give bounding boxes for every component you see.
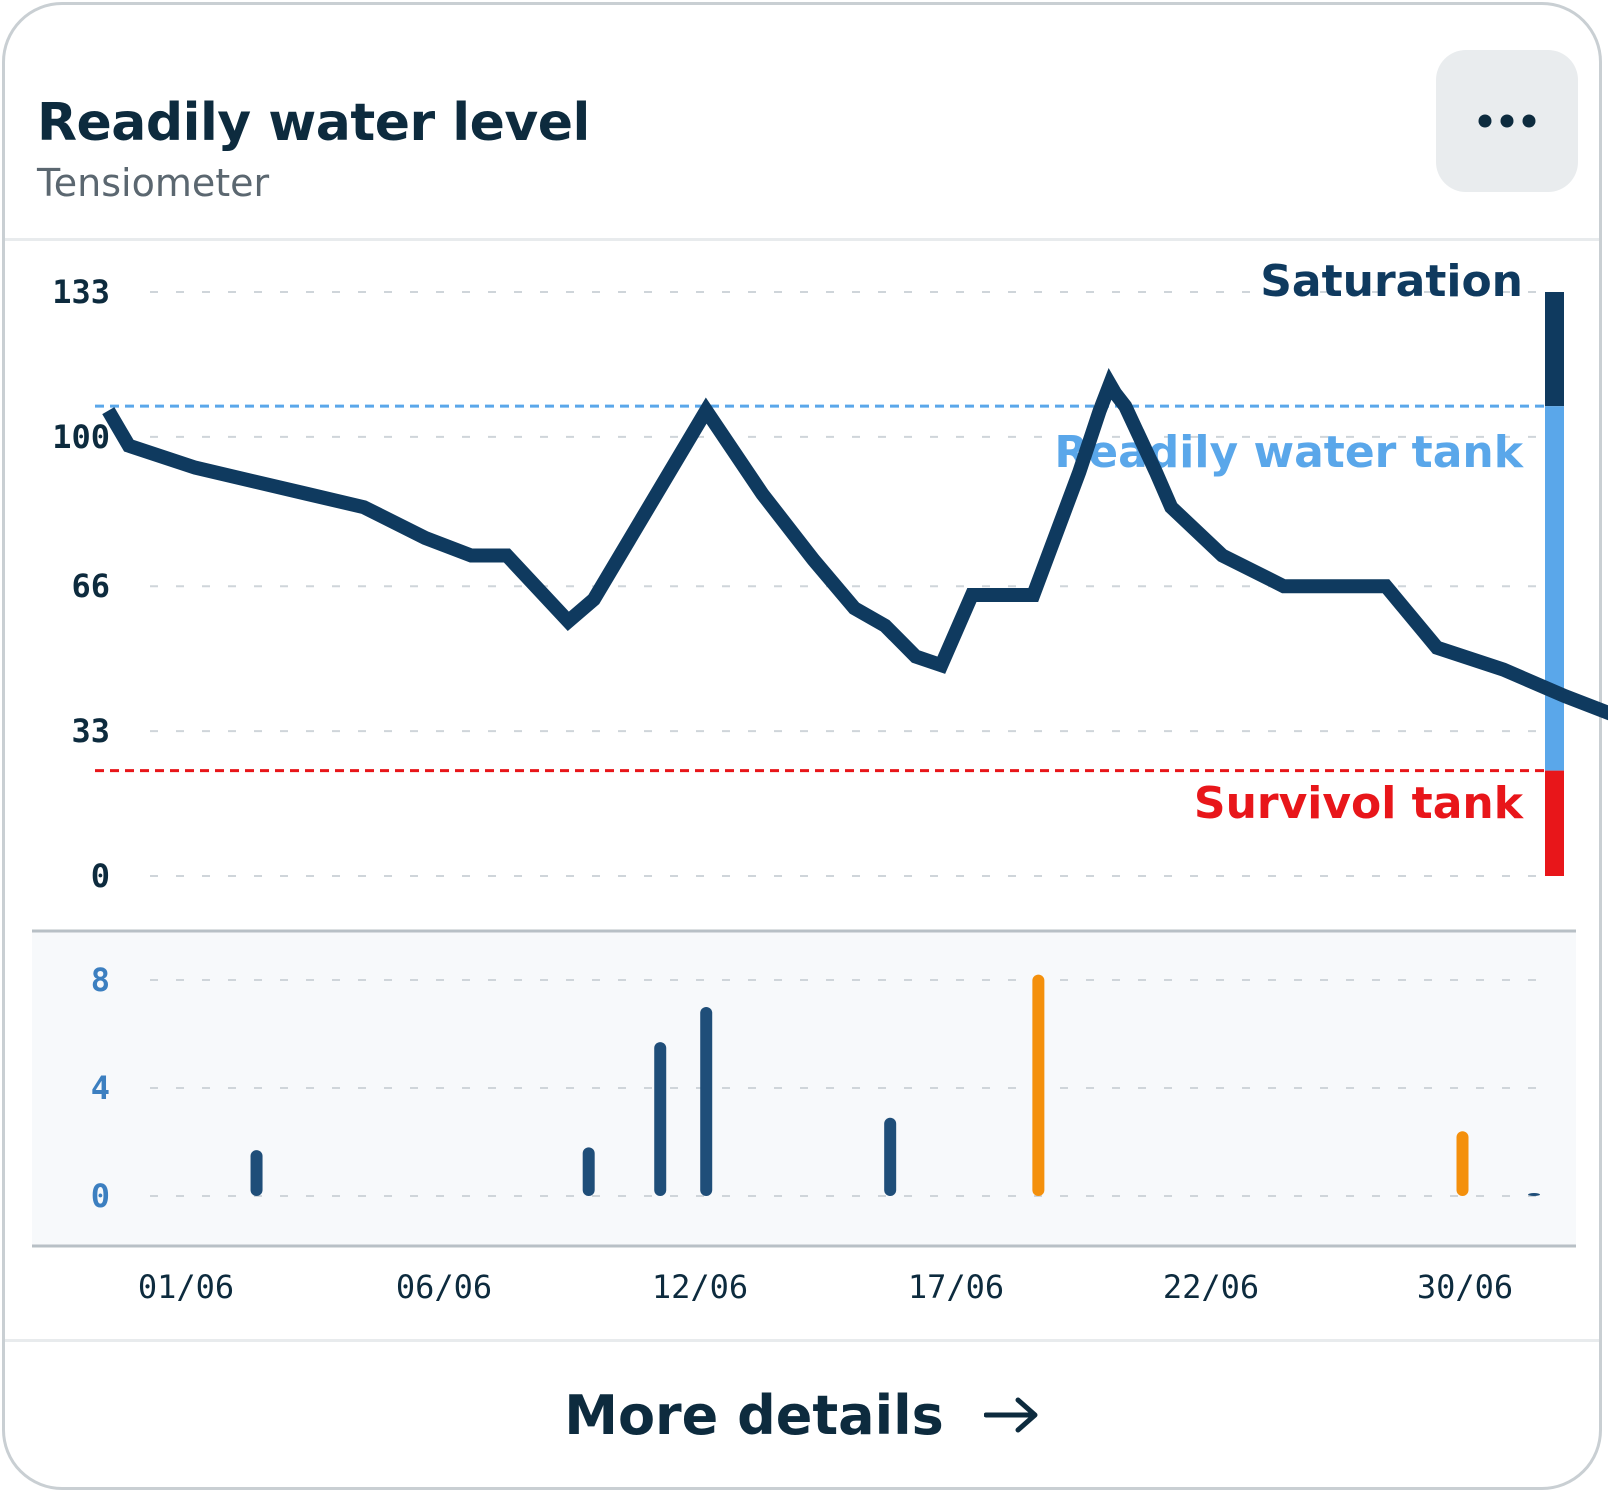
card-menu-button[interactable] xyxy=(1436,50,1578,192)
band-bar-readily xyxy=(1545,406,1564,771)
header-divider xyxy=(5,238,1599,241)
irrigation-bar xyxy=(582,1147,595,1196)
card-subtitle: Tensiometer xyxy=(37,161,270,205)
more-horizontal-icon xyxy=(1478,114,1536,128)
band-label: Survivol tank xyxy=(1194,778,1525,829)
x-date-label: 06/06 xyxy=(396,1268,492,1306)
x-date-label: 01/06 xyxy=(138,1268,234,1306)
sub-y-tick-label: 0 xyxy=(91,1177,110,1215)
x-date-label: 30/06 xyxy=(1417,1268,1513,1306)
irrigation-bar xyxy=(1528,1193,1541,1196)
card-title: Readily water level xyxy=(37,93,590,153)
main-y-tick-label: 66 xyxy=(71,567,110,605)
x-date-label: 22/06 xyxy=(1163,1268,1259,1306)
irrigation-bar xyxy=(884,1117,897,1196)
band-bar-survival xyxy=(1545,770,1564,876)
main-y-tick-label: 33 xyxy=(71,712,110,750)
more-details-link[interactable]: More details xyxy=(5,1345,1599,1485)
band-bar-saturation xyxy=(1545,292,1564,407)
band-label: Readily water tank xyxy=(1054,427,1524,478)
x-date-label: 12/06 xyxy=(652,1268,748,1306)
irrigation-bar xyxy=(700,1007,713,1196)
band-label: Saturation xyxy=(1260,256,1523,307)
sub-y-tick-label: 4 xyxy=(91,1069,110,1107)
rain-bar xyxy=(1456,1131,1469,1196)
sub-y-tick-label: 8 xyxy=(91,961,110,999)
main-y-tick-label: 133 xyxy=(52,273,110,311)
main-y-tick-label: 0 xyxy=(91,857,110,895)
water-level-line xyxy=(102,368,1608,721)
x-date-label: 17/06 xyxy=(908,1268,1004,1306)
footer-divider xyxy=(5,1339,1599,1342)
rain-bar xyxy=(1032,974,1045,1196)
irrigation-bar xyxy=(654,1042,667,1196)
arrow-right-icon xyxy=(983,1397,1038,1433)
irrigation-bar xyxy=(250,1150,263,1196)
more-details-label: More details xyxy=(564,1383,944,1447)
main-y-tick-label: 100 xyxy=(52,418,110,456)
